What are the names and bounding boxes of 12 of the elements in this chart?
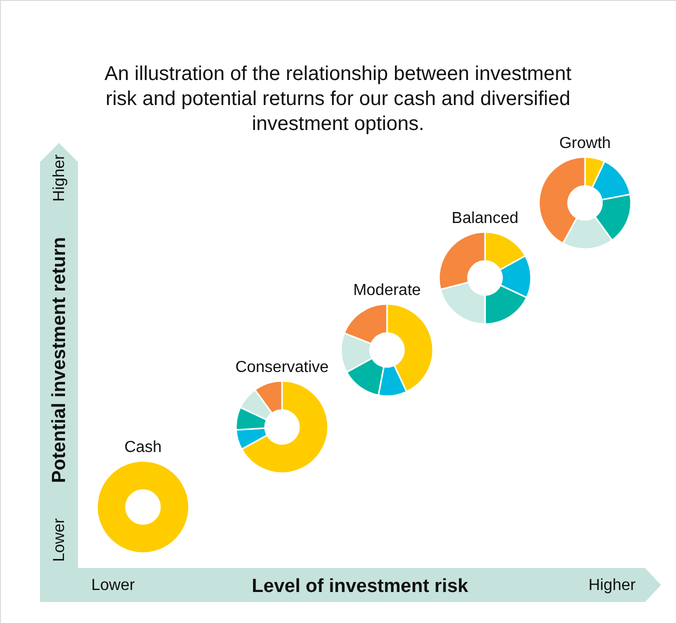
- text: Higher: [588, 577, 636, 594]
- chart-title: Balanced: [452, 210, 518, 227]
- text: Lower: [91, 577, 136, 594]
- text: Higher: [51, 154, 68, 202]
- text: An illustration of the relationship between investment risk and potential returns for our cash and diversified investment options.: [104, 63, 572, 135]
- text: Level of investment risk: [252, 576, 469, 597]
- text: Potential investment return: [49, 237, 70, 483]
- text: Lower: [51, 518, 68, 562]
- chart-title: Moderate: [353, 282, 421, 299]
- chart-title: Cash: [124, 439, 162, 456]
- chart-title: Conservative: [235, 359, 329, 376]
- chart-title: Growth: [559, 135, 611, 152]
